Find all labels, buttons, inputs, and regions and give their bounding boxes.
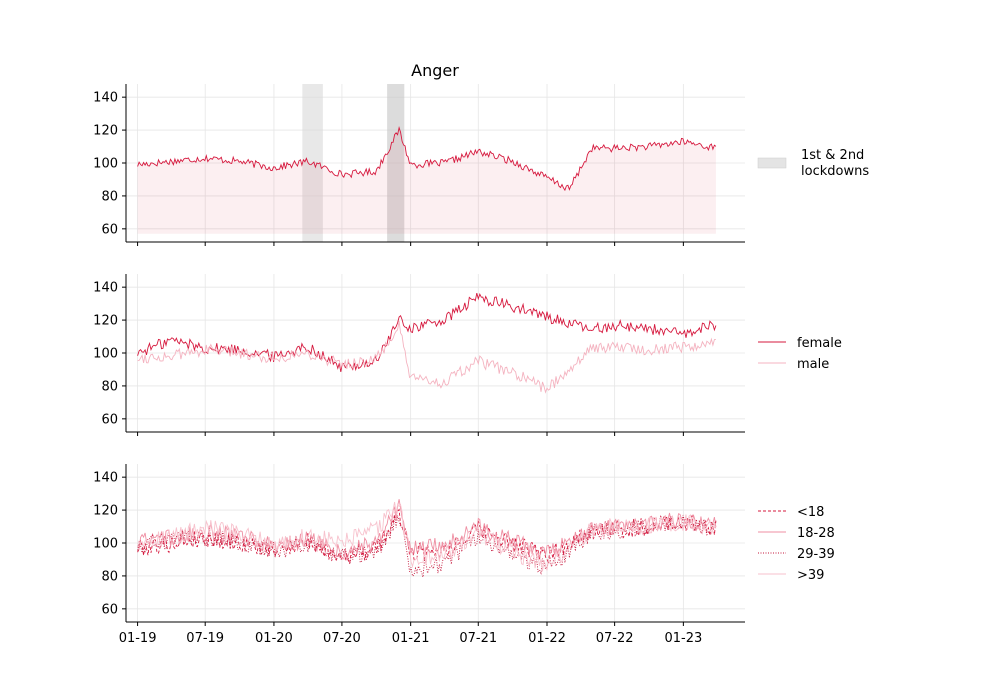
series-line-18 <box>137 508 717 565</box>
x-tick-label: 01-22 <box>528 631 566 646</box>
x-tick-label: 01-21 <box>392 631 430 646</box>
y-tick-label: 140 <box>93 281 118 296</box>
legend-label: <18 <box>797 505 824 520</box>
x-tick-label: 01-20 <box>255 631 293 646</box>
y-tick-label: 100 <box>93 537 118 552</box>
y-tick-label: 100 <box>93 157 118 172</box>
series-line-female <box>137 292 717 372</box>
y-tick-label: 80 <box>101 189 118 204</box>
series-line-all <box>137 125 717 192</box>
legend-label: male <box>797 357 829 372</box>
x-tick-label: 07-22 <box>596 631 634 646</box>
x-tick-label: 07-21 <box>459 631 497 646</box>
legend-label: 18-28 <box>797 526 835 541</box>
chart-title: Anger <box>411 61 459 80</box>
legend-label: >39 <box>797 568 824 583</box>
legend-panel-2: female male <box>758 336 842 372</box>
y-tick-label: 60 <box>101 602 118 617</box>
y-tick-label: 60 <box>101 412 118 427</box>
legend-panel-3: <18 18-28 29-39 >39 <box>758 505 835 583</box>
series-line-39 <box>137 501 717 572</box>
legend-label-lockdowns: 1st & 2nd <box>801 148 864 163</box>
y-tick-label: 120 <box>93 314 118 329</box>
x-tick-label: 01-23 <box>664 631 702 646</box>
legend-label: 29-39 <box>797 547 835 562</box>
panel-3: 60 80 100 120 140 01-19 07-19 01-20 07-20 01-21 07… <box>93 464 835 646</box>
x-tick-label: 07-19 <box>186 631 224 646</box>
y-tick-label: 60 <box>101 222 118 237</box>
y-tick-label: 120 <box>93 504 118 519</box>
x-tick-label: 07-20 <box>323 631 361 646</box>
y-tick-label: 80 <box>101 379 118 394</box>
area-fill-all <box>137 127 716 234</box>
y-tick-label: 80 <box>101 569 118 584</box>
legend-label: female <box>797 336 842 351</box>
lockdown-span-2 <box>387 84 405 242</box>
panel-2: 60 80 100 120 140 female male <box>93 274 842 436</box>
series-line-male <box>137 321 716 394</box>
y-tick-label: 140 <box>93 91 118 106</box>
series-line-2939 <box>137 514 717 578</box>
legend-label-lockdowns: lockdowns <box>801 164 869 179</box>
y-tick-label: 140 <box>93 471 118 486</box>
y-tick-label: 100 <box>93 347 118 362</box>
x-tick-label: 01-19 <box>119 631 157 646</box>
legend-swatch-lockdowns <box>757 157 787 169</box>
y-tick-label: 120 <box>93 124 118 139</box>
